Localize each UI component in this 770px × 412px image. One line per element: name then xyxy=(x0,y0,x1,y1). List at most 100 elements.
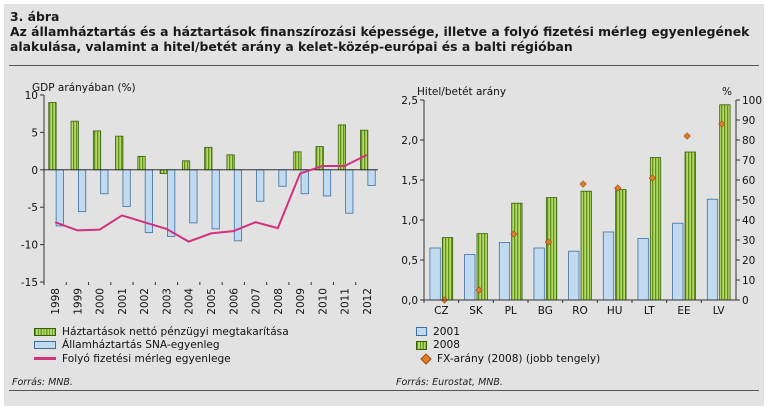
bar-2008 xyxy=(719,104,731,301)
right-x-tick-label: BG xyxy=(538,305,553,317)
legend-swatch-household xyxy=(34,327,56,336)
right-y-tick-label: 1,5 xyxy=(401,175,418,187)
legend-swatch-current-account xyxy=(34,357,56,361)
legend-swatch-2001 xyxy=(416,327,427,337)
left-x-tick-label: 2005 xyxy=(206,288,218,315)
household-bar xyxy=(92,130,102,171)
left-x-tick-label: 2007 xyxy=(251,288,263,315)
left-x-tick-label: 2004 xyxy=(184,288,196,315)
bar-2001 xyxy=(429,247,441,301)
government-bar xyxy=(345,169,354,214)
government-bar xyxy=(256,169,265,202)
government-bar xyxy=(322,169,332,197)
government-bar xyxy=(122,169,131,207)
legend-item-fx: FX-arány (2008) (jobb tengely) xyxy=(416,352,600,366)
left-x-tick-label: 2011 xyxy=(340,288,352,315)
figure-panel: 3. ábra Az államháztartás és a háztartás… xyxy=(4,4,764,406)
household-bar xyxy=(204,146,213,171)
bar-2008 xyxy=(511,202,523,301)
header-rule xyxy=(9,65,759,66)
bar-2008 xyxy=(615,189,627,301)
bar-2001 xyxy=(533,247,545,301)
household-bar xyxy=(360,129,369,171)
right-y2-axis-label: % xyxy=(722,86,732,98)
fx-ratio-marker xyxy=(683,132,691,140)
government-bar xyxy=(211,169,220,230)
footer-rule xyxy=(9,390,759,391)
right-y2-tick-label: 80 xyxy=(742,135,755,147)
legend-item-household: Háztartások nettó pénzügyi megtakarítása xyxy=(34,325,289,339)
household-bar xyxy=(337,124,347,171)
household-bar xyxy=(115,135,124,171)
figure-header: 3. ábra Az államháztartás és a háztartás… xyxy=(10,9,758,54)
legend-swatch-government xyxy=(34,341,56,350)
government-bar xyxy=(55,169,64,227)
fx-ratio-marker xyxy=(718,120,726,128)
right-y2-tick-label: 100 xyxy=(742,95,762,107)
left-x-tick-label: 2003 xyxy=(161,288,173,315)
left-x-tick-label: 2008 xyxy=(273,288,285,315)
right-y2-tick-label: 50 xyxy=(742,195,755,207)
right-x-tick-label: RO xyxy=(572,305,588,317)
household-bar xyxy=(181,160,191,171)
right-y2-tick-label: 20 xyxy=(742,255,755,267)
right-y-axis-label: Hitel/betét arány xyxy=(417,86,506,98)
left-x-tick-label: 2001 xyxy=(117,288,129,315)
legend-label-household: Háztartások nettó pénzügyi megtakarítása xyxy=(62,325,289,338)
government-bar xyxy=(167,169,176,237)
legend-item-government: Államháztartás SNA-egyenleg xyxy=(34,339,289,353)
right-source: Forrás: Eurostat, MNB. xyxy=(396,377,503,388)
left-chart: GDP arányában (%)10 5 0 -5 -10 -15 1998 1999 200… xyxy=(21,82,378,315)
left-y-axis-label: GDP arányában (%) xyxy=(32,82,136,94)
household-bar xyxy=(48,102,57,171)
right-chart: Hitel/betét arány %2,52,01,51,00,50,01009… xyxy=(401,86,762,317)
figure-number: 3. ábra xyxy=(10,9,60,24)
bar-2001 xyxy=(568,250,580,301)
fx-ratio-marker xyxy=(579,180,587,188)
legend-swatch-fx xyxy=(420,353,432,365)
right-x-tick-label: EE xyxy=(677,305,690,317)
government-bar xyxy=(367,169,376,186)
right-y2-tick-label: 90 xyxy=(742,115,755,127)
legend-label-government: Államháztartás SNA-egyenleg xyxy=(62,339,220,352)
legend-item-current-account: Folyó fizetési mérleg egyenlege xyxy=(34,352,289,366)
household-bar xyxy=(159,169,168,174)
bar-2008 xyxy=(441,237,454,301)
left-x-tick-label: 1999 xyxy=(72,288,84,315)
legend-label-2008: 2008 xyxy=(433,339,460,352)
bar-2008 xyxy=(684,151,696,301)
left-x-tick-label: 2012 xyxy=(362,288,374,315)
government-bar xyxy=(278,169,287,187)
left-x-tick-label: 1998 xyxy=(50,288,62,315)
legend-swatch-2008 xyxy=(416,340,427,350)
right-x-tick-label: LT xyxy=(644,305,655,317)
legend-item-2008: 2008 xyxy=(416,339,600,353)
fx-ratio-marker xyxy=(614,184,622,192)
right-y2-tick-label: 30 xyxy=(742,235,755,247)
current-account-line xyxy=(54,153,368,243)
bar-2001 xyxy=(602,231,615,301)
right-x-tick-label: CZ xyxy=(434,305,449,317)
legend-item-2001: 2001 xyxy=(416,325,600,339)
bar-2008 xyxy=(545,197,558,301)
bar-2001 xyxy=(706,198,719,301)
left-x-tick-label: 2000 xyxy=(95,288,107,315)
left-y-tick-label: -10 xyxy=(21,240,38,252)
right-y2-tick-label: 10 xyxy=(742,275,755,287)
government-bar xyxy=(189,169,198,224)
right-x-tick-label: LV xyxy=(713,305,726,317)
household-bar xyxy=(137,155,146,171)
right-x-tick-label: HU xyxy=(607,305,623,317)
left-y-tick-label: -15 xyxy=(21,277,38,289)
left-y-tick-label: -5 xyxy=(28,202,38,214)
right-y-tick-label: 0,5 xyxy=(401,255,418,267)
left-y-tick-label: 0 xyxy=(31,165,38,177)
household-bar xyxy=(226,154,235,171)
left-legend: Háztartások nettó pénzügyi megtakarítása… xyxy=(34,325,289,366)
left-source: Forrás: MNB. xyxy=(12,377,73,388)
legend-label-current-account: Folyó fizetési mérleg egyenlege xyxy=(62,352,231,365)
right-y2-tick-label: 70 xyxy=(742,155,755,167)
household-bar xyxy=(293,151,302,171)
fx-ratio-marker xyxy=(544,238,553,246)
legend-label-2001: 2001 xyxy=(433,325,460,338)
